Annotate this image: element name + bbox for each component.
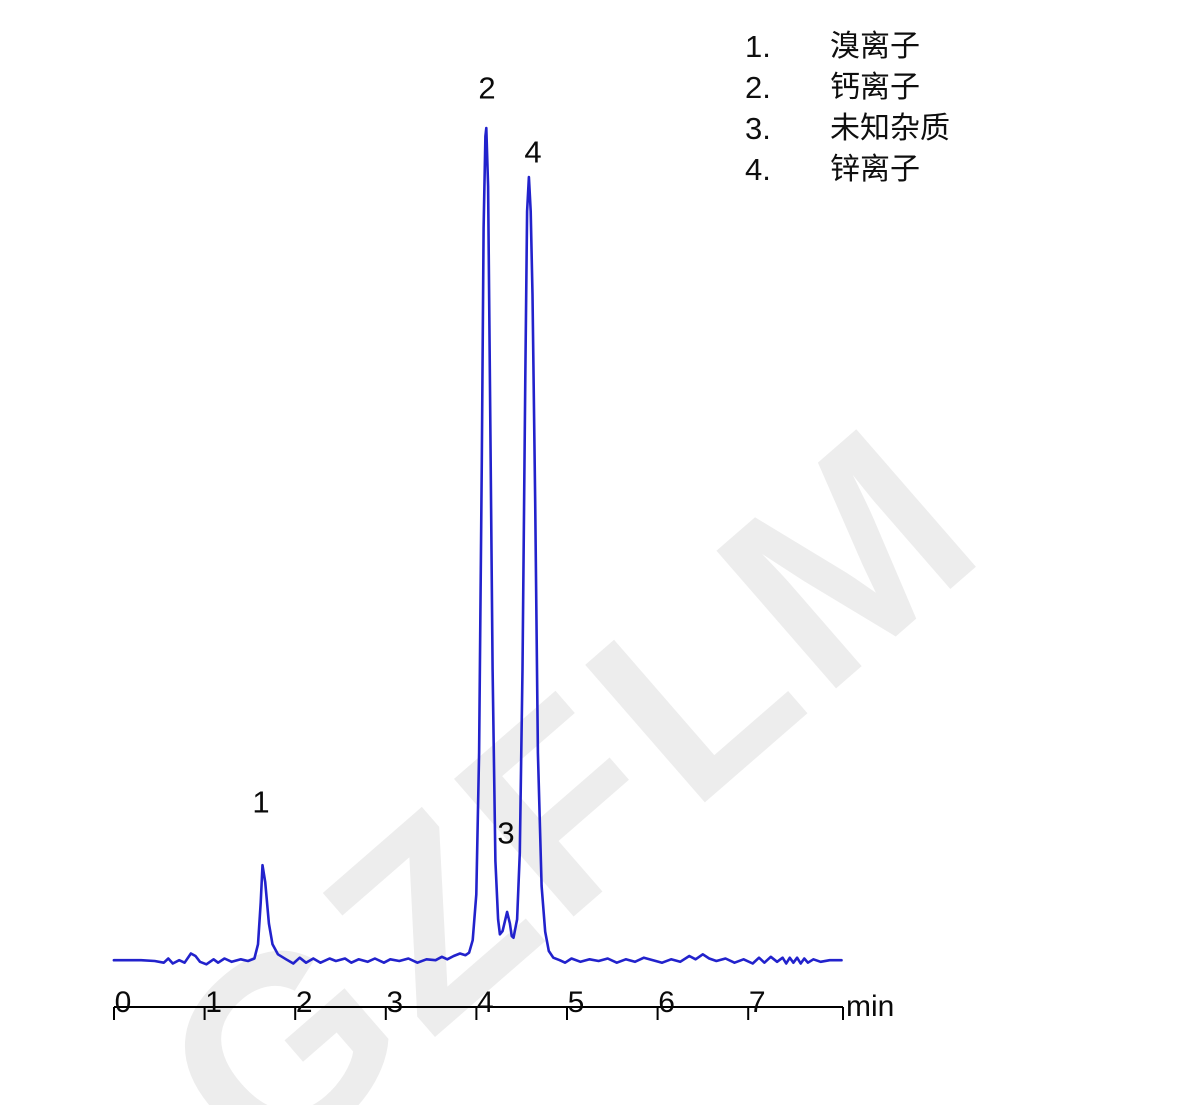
legend-item-label: 钙离子: [830, 71, 920, 104]
legend-row-2: 2. 钙离子: [745, 70, 950, 112]
x-axis-ticks: [113, 1007, 844, 1020]
x-axis-tick-label: 0: [115, 986, 132, 1019]
peak-label-2: 2: [478, 70, 496, 106]
x-axis-unit-label: min: [846, 990, 894, 1023]
chromatogram-trace: [112, 126, 843, 966]
x-axis-tick-label: 6: [658, 986, 675, 1019]
x-axis-tick-label: 7: [749, 986, 766, 1019]
legend-item-number: 2.: [745, 70, 771, 105]
x-axis-tick-label: 2: [296, 986, 313, 1019]
legend-item-label: 溴离子: [830, 30, 920, 63]
legend-row-4: 4. 锌离子: [745, 152, 950, 194]
x-axis-tick-labels: 0 1 2 3 4 5 6 7: [115, 986, 766, 1019]
legend-item-number: 1.: [745, 29, 771, 64]
peak-label-3: 3: [497, 815, 515, 851]
legend-item-number: 3.: [745, 111, 771, 146]
legend: 1. 溴离子 2. 钙离子 3. 未知杂质 4. 锌离子: [745, 29, 950, 194]
x-axis-tick-label: 4: [477, 986, 494, 1019]
legend-item-number: 4.: [745, 152, 771, 187]
legend-row-3: 3. 未知杂质: [745, 111, 950, 153]
legend-item-label: 未知杂质: [830, 112, 950, 145]
x-axis-tick-label: 1: [205, 986, 222, 1019]
peak-label-4: 4: [524, 134, 542, 170]
x-axis-tick-label: 5: [568, 986, 585, 1019]
legend-row-1: 1. 溴离子: [745, 29, 950, 71]
legend-item-label: 锌离子: [830, 153, 920, 186]
x-axis-tick-label: 3: [386, 986, 403, 1019]
peak-label-1: 1: [252, 784, 270, 820]
